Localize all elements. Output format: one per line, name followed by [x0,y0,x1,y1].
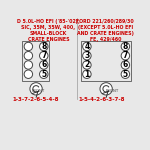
Circle shape [83,42,91,51]
Circle shape [121,51,130,60]
Circle shape [40,70,48,78]
Text: FRONT: FRONT [106,89,119,93]
Text: 4: 4 [84,42,90,51]
Circle shape [24,51,33,60]
Circle shape [24,42,33,51]
Text: FORD 221/260/289/30
(EXCEPT 5.0L-HO EFI
AND CRATE ENGINES)
FE, 429/460: FORD 221/260/289/30 (EXCEPT 5.0L-HO EFI … [76,19,134,42]
Text: 1-3-7-2-6-5-4-8: 1-3-7-2-6-5-4-8 [13,97,59,102]
Text: 6: 6 [123,60,128,69]
Text: D 5.0L-HO EFI ('85-'02),
SIC, 35M, 35W, 400,
SMALL-BLOCK
CRATE ENGINES: D 5.0L-HO EFI ('85-'02), SIC, 35M, 35W, … [17,19,80,42]
Text: 1-5-4-2-6-3-7-8: 1-5-4-2-6-3-7-8 [78,97,125,102]
Circle shape [30,83,42,95]
Text: 7: 7 [123,51,128,60]
Circle shape [40,61,48,69]
Bar [81,41,131,81]
Circle shape [83,51,91,60]
Circle shape [24,61,33,69]
Circle shape [40,51,48,60]
Text: 2: 2 [84,60,90,69]
Circle shape [83,70,91,78]
Circle shape [83,61,91,69]
Text: FRONT: FRONT [32,89,45,93]
Text: 5: 5 [123,70,128,79]
Circle shape [40,42,48,51]
Circle shape [100,83,112,95]
Text: 5: 5 [41,70,46,79]
Text: 1: 1 [84,70,90,79]
Text: 3: 3 [84,51,90,60]
Circle shape [121,70,130,78]
Circle shape [24,70,33,78]
Text: 8: 8 [123,42,128,51]
Text: 6: 6 [41,60,46,69]
Bar [22,41,49,81]
Circle shape [121,61,130,69]
Circle shape [121,42,130,51]
Text: 7: 7 [41,51,46,60]
Text: 8: 8 [41,42,46,51]
